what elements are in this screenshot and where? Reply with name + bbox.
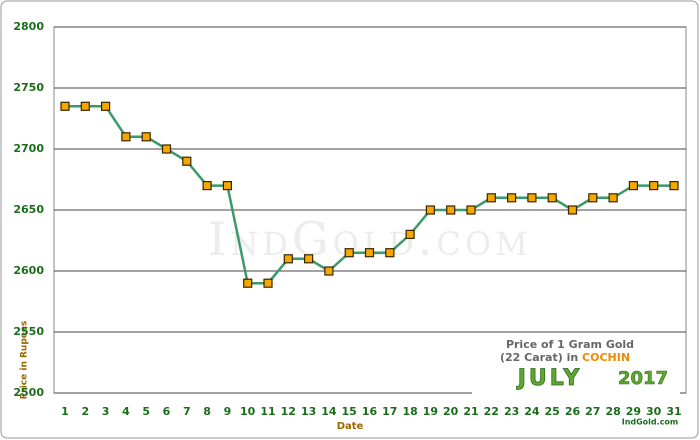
legend-year: 2017 [618,368,668,389]
y-tick-label: 2600 [13,264,44,277]
marker [527,193,537,203]
x-tick-label: 3 [102,405,110,418]
marker [385,248,395,258]
x-tick-label: 8 [203,405,211,418]
marker [304,254,314,264]
marker [405,229,415,239]
x-tick-label: 4 [122,405,130,418]
y-tick-label: 2700 [13,142,44,155]
x-tick-label: 22 [484,405,499,418]
credit: IndGold.com [622,418,679,427]
x-tick-label: 29 [626,405,641,418]
marker [60,101,70,111]
x-tick-label: 7 [183,405,191,418]
marker [649,181,659,191]
marker [141,132,151,142]
marker [588,193,598,203]
y-tick-label: 2650 [13,203,44,216]
marker [466,205,476,215]
marker [80,101,90,111]
marker [121,132,131,142]
x-tick-label: 28 [605,405,620,418]
x-tick-label: 15 [342,405,357,418]
x-tick-label: 21 [463,405,478,418]
x-tick-label: 30 [646,405,662,418]
y-tick-label: 2800 [13,20,44,33]
x-tick-label: 23 [504,405,519,418]
legend-line2: (22 Carat) in COCHIN [500,351,630,364]
y-tick-label: 2550 [13,325,44,338]
x-tick-label: 26 [565,405,581,418]
x-tick-label: 12 [281,405,296,418]
x-tick-label: 25 [545,405,560,418]
x-tick-label: 16 [362,405,378,418]
marker [344,248,354,258]
marker [100,101,111,111]
marker [222,181,232,191]
y-axis-label: Price in Rupees [20,321,30,400]
x-tick-label: 5 [142,405,150,418]
y-tick-label: 2500 [13,386,44,399]
x-tick-label: 9 [224,405,232,418]
marker [364,248,375,258]
legend-bg [472,334,680,426]
marker [182,156,192,166]
marker [263,278,273,288]
x-tick-label: 11 [260,405,275,418]
x-tick-label: 6 [163,405,171,418]
marker [243,278,253,288]
legend-city: COCHIN [582,351,630,364]
marker [324,266,334,276]
x-tick-label: 17 [382,405,397,418]
x-tick-label: 24 [524,405,540,418]
x-tick-label: 20 [443,405,459,418]
x-tick-label: 14 [321,405,337,418]
x-tick-label: 13 [301,405,316,418]
x-tick-label: 10 [240,405,256,418]
x-tick-label: 19 [423,405,438,418]
legend-line1: Price of 1 Gram Gold [506,338,634,351]
marker [507,193,517,203]
marker [425,205,435,215]
marker [628,181,639,191]
marker [161,144,172,154]
y-tick-label: 2750 [13,81,44,94]
marker [547,193,557,203]
x-axis-label: Date [337,421,364,432]
x-tick-label: 1 [61,405,69,418]
x-tick-label: 18 [402,405,417,418]
marker [202,181,212,191]
marker [283,254,293,264]
marker [567,205,578,215]
x-tick-label: 31 [666,405,681,418]
x-tick-label: 2 [81,405,89,418]
legend-box: Price of 1 Gram Gold (22 Carat) in COCHI… [472,334,680,427]
watermark: IndGold.com [208,212,532,266]
marker [608,193,618,203]
marker [669,181,679,191]
x-tick-label: 27 [585,405,600,418]
legend-month: JULY [516,366,583,391]
marker [446,205,456,215]
legend-line2-text: (22 Carat) in [500,351,578,364]
marker [486,193,496,203]
